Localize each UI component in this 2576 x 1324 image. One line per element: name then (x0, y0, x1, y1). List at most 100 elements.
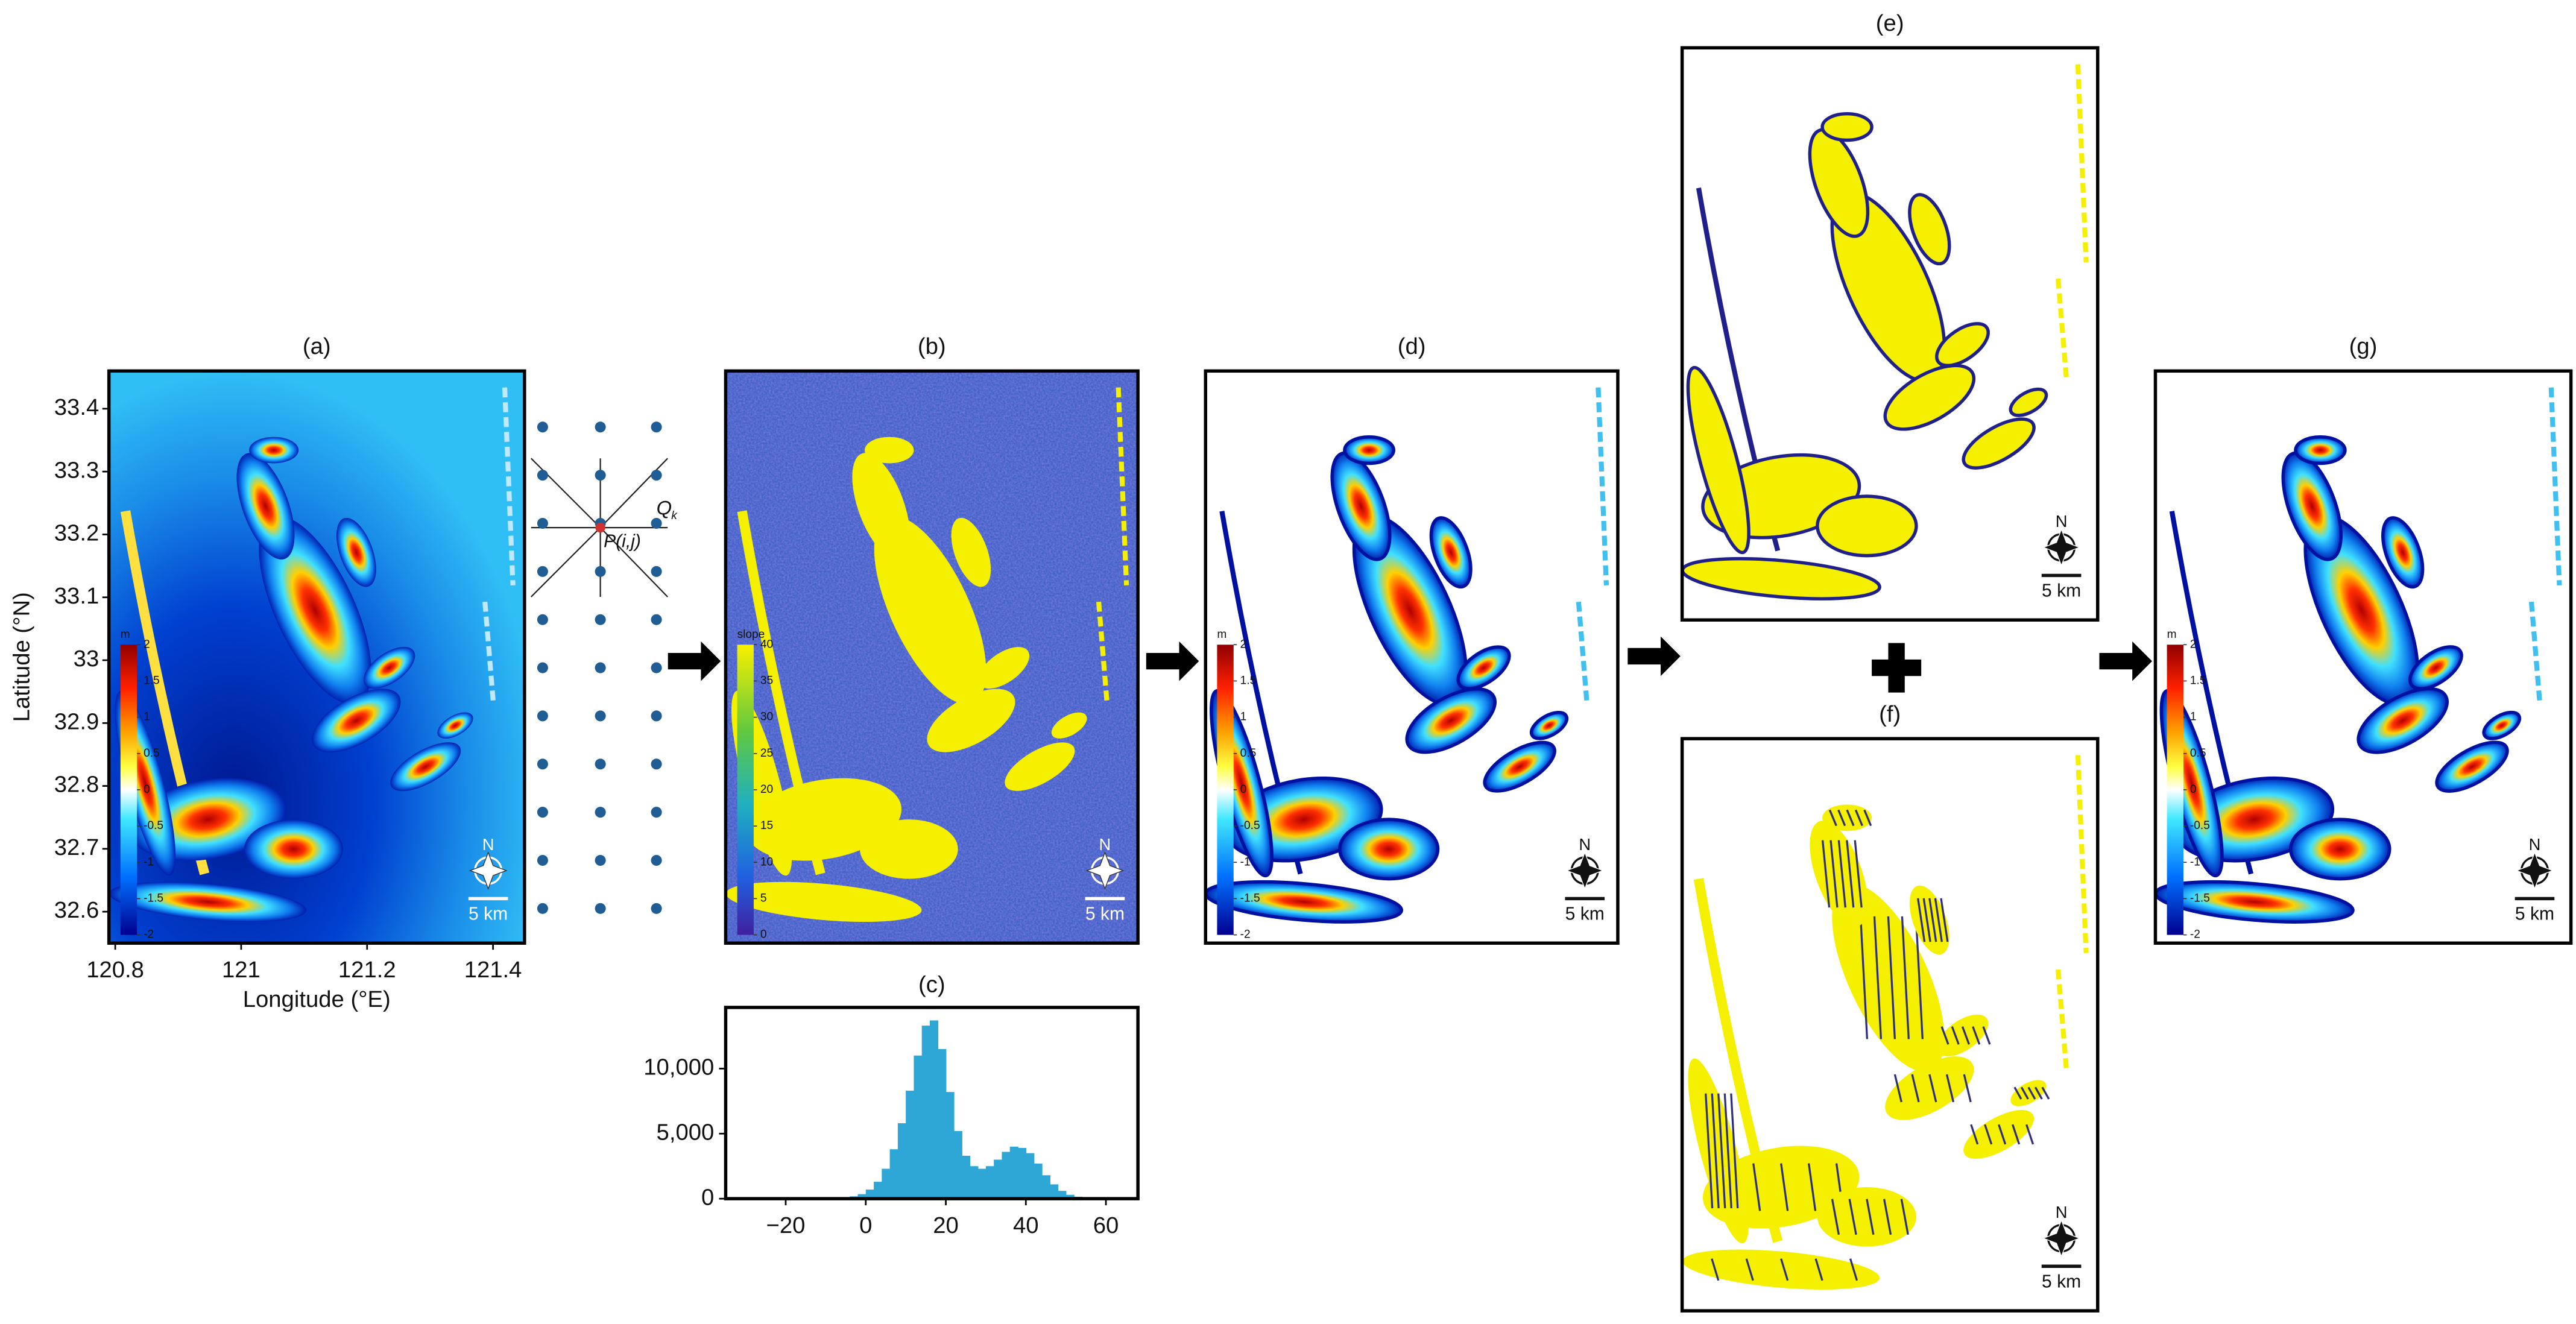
sand-ridge (1883, 364, 1976, 431)
panel-frame (1680, 737, 2100, 1313)
sand-ridge (1529, 710, 1569, 740)
histogram-bar (1050, 1184, 1059, 1199)
ridge-line (1837, 840, 1846, 908)
map-image (725, 371, 1138, 944)
ridge-line (1940, 898, 1949, 942)
ridge-line (1915, 916, 1924, 1039)
colorbar-tick-label: -1.5 (1240, 892, 1260, 904)
colorbar-tick-label: 20 (760, 783, 773, 796)
colorbar-tick-label: 35 (760, 675, 773, 687)
grid-point (651, 903, 662, 914)
streak (1576, 601, 1589, 701)
colorbar-tick-label: -1 (144, 856, 154, 868)
sand-ridge (244, 819, 343, 879)
ridge-line (1917, 898, 1926, 942)
grid-point (537, 903, 548, 914)
colorbar-tick-label: 2 (2190, 638, 2197, 651)
ridge-line (1780, 1258, 1789, 1281)
grid-point (537, 470, 548, 481)
panel-frame (107, 369, 526, 945)
colorbar-title: slope (737, 628, 765, 641)
colorbar-tick-label: 1 (144, 711, 150, 723)
colorbar-tick-label: -0.5 (144, 819, 163, 832)
sand-ridge (1688, 1058, 1749, 1244)
colorbar (737, 645, 754, 935)
colorbar-tick-label: 15 (760, 819, 773, 832)
grid-point (595, 710, 606, 722)
colorbar-tick-label: 10 (760, 856, 773, 868)
colorbar-tick-label: 0 (1240, 783, 1247, 796)
sand-ridge (865, 437, 914, 464)
sand-ridge (859, 819, 958, 879)
grid-point (537, 807, 548, 818)
compass-star (2042, 1218, 2081, 1258)
x-tick-label: 40 (1013, 1212, 1039, 1238)
colorbar-tick-label: 25 (760, 747, 773, 760)
ridge-line (1846, 809, 1855, 827)
kernel-link (599, 527, 668, 597)
grid-point (651, 517, 662, 529)
histogram-bar (1058, 1191, 1067, 1199)
sand-ridge (1343, 435, 1395, 465)
y-axis-label: Latitude (°N) (9, 592, 35, 722)
sand-ridge (1051, 712, 1087, 739)
grid-point (595, 854, 606, 866)
x-axis-label: Longitude (°E) (243, 986, 391, 1012)
compass-star (1565, 851, 1605, 890)
ridge-line (1854, 809, 1863, 827)
y-tick-label: 33.4 (54, 394, 99, 420)
colorbar-tick-label: -1 (1240, 856, 1251, 868)
north-label: N (2056, 512, 2068, 531)
sand-ridge (1330, 451, 1392, 561)
sand-ridge (1885, 1056, 1974, 1120)
grid-point (537, 854, 548, 866)
panel-frame (1204, 369, 1620, 945)
sand-ridge (2009, 387, 2048, 417)
map-axes: 120.8 121 121.2 121.4 32.6 32.7 32.8 32.9 33 33.1… (9, 394, 522, 1012)
sand-ridge (2482, 710, 2522, 740)
y-tick-label: 5,000 (657, 1119, 715, 1145)
ridge-line (1831, 1199, 1840, 1235)
ridge-line (1837, 809, 1846, 827)
map-panel: (e) N 5 km (1680, 10, 2100, 622)
colorbar-title: m (1217, 628, 1226, 641)
colorbar-tick-label: -1.5 (2190, 892, 2210, 904)
colorbar-tick-label: 2 (1240, 638, 1247, 651)
sand-ridge (852, 453, 910, 560)
scale-label: 5 km (2042, 581, 2081, 601)
sand-ridge (1935, 322, 1990, 367)
y-tick-label: 33.1 (54, 583, 99, 609)
histogram-bar (1026, 1153, 1035, 1199)
map-image (2155, 371, 2571, 944)
ridge-line (1859, 916, 1869, 1039)
ridge-line (1814, 1258, 1823, 1281)
colorbar-tick-label: 1 (2190, 711, 2197, 723)
ridge-line (1711, 1093, 1720, 1209)
ridge-line (1945, 1074, 1955, 1103)
colorbar-tick-label: 0.5 (144, 747, 160, 760)
colorbar-tick-label: 1 (1240, 711, 1247, 723)
histogram-bar (865, 1190, 874, 1199)
y-tick-label: 0 (701, 1184, 714, 1210)
panel-label: (a) (303, 333, 331, 359)
kernel-link (530, 458, 601, 528)
histogram-bar (897, 1123, 906, 1199)
y-tick-label: 32.9 (54, 708, 99, 734)
sand-ridge (1820, 112, 1874, 142)
grid-point (651, 758, 662, 770)
grid-point (537, 566, 548, 577)
panel-label: (b) (918, 333, 946, 359)
grid-point (651, 807, 662, 818)
y-tick-label: 10,000 (643, 1054, 714, 1080)
colorbar-title: m (121, 628, 130, 641)
panel-frame (1680, 46, 2100, 622)
ridge-line (1940, 1026, 1949, 1045)
sand-ridge (1808, 128, 1870, 238)
ridge-line (1705, 1093, 1714, 1209)
colorbar-tick-label: 1.5 (1240, 675, 1257, 687)
kernel-link (530, 527, 601, 597)
sand-ridge (978, 647, 1030, 689)
y-tick-label: 33 (74, 646, 99, 672)
center-point (595, 522, 605, 533)
panel-label: (d) (1398, 333, 1426, 359)
